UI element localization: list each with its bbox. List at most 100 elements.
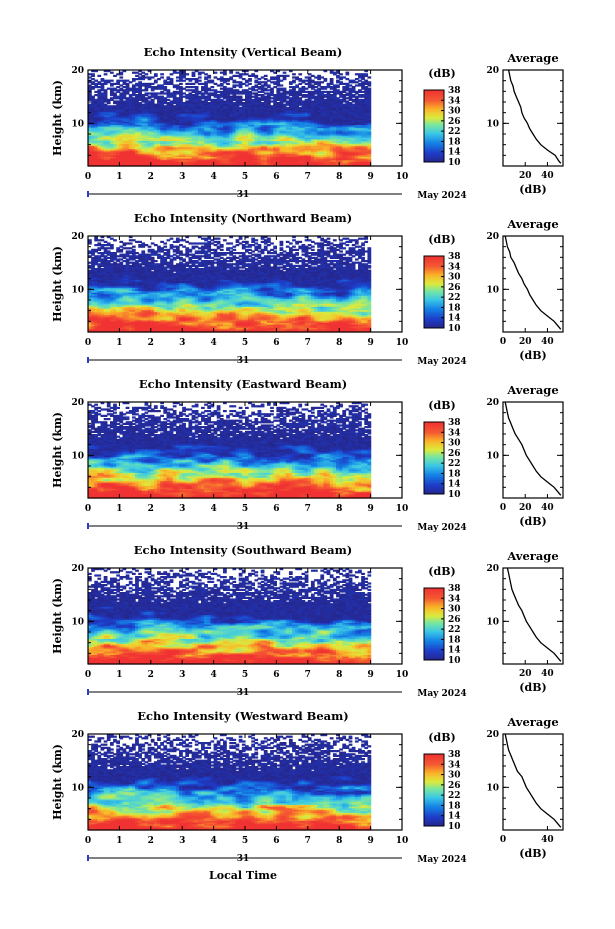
x-tick-label: 1 [116, 338, 122, 348]
average-x-tick-label: 0 [500, 337, 506, 347]
day-label: 31 [237, 688, 250, 698]
colorbar-tick-label: 14 [448, 812, 461, 822]
x-tick-label: 3 [179, 836, 185, 846]
y-tick-label: 20 [71, 66, 84, 76]
colorbar-tick-label: 22 [448, 625, 461, 635]
colorbar-tick-label: 10 [448, 158, 461, 168]
average-x-tick-label: 40 [541, 171, 554, 181]
average-x-tick-label: 20 [519, 503, 532, 513]
average-y-tick-label: 10 [486, 451, 499, 461]
x-tick-label: 5 [242, 836, 248, 846]
colorbar-tick-label: 30 [448, 605, 461, 615]
average-x-tick-label: 20 [519, 171, 532, 181]
x-tick-label: 7 [305, 504, 311, 514]
colorbar-tick-label: 30 [448, 107, 461, 117]
colorbar-tick-label: 26 [448, 117, 461, 127]
heatmap-cells [88, 70, 371, 167]
average-y-tick-label: 10 [486, 783, 499, 793]
x-tick-label: 5 [242, 504, 248, 514]
average-x-tick-label: 0 [500, 835, 506, 845]
colorbar-tick-label: 10 [448, 656, 461, 666]
average-profile-line [509, 70, 561, 163]
day-label: 31 [237, 522, 250, 532]
colorbar-tick-label: 30 [448, 273, 461, 283]
y-axis-label: Height (km) [51, 578, 64, 654]
average-title: Average [506, 549, 558, 563]
colorbar-tick-label: 14 [448, 148, 461, 158]
average-y-tick-label: 10 [486, 119, 499, 129]
x-tick-label: 10 [396, 836, 409, 846]
colorbar-tick-label: 26 [448, 449, 461, 459]
panel-2: Echo Intensity (Eastward Beam)0 1 2 3 4 5 6 7 8 9… [51, 377, 563, 533]
average-x-label: (dB) [519, 847, 546, 860]
x-tick-label: 6 [273, 172, 279, 182]
chart-title: Echo Intensity (Southward Beam) [134, 543, 352, 557]
y-tick-label: 20 [71, 398, 84, 408]
colorbar-unit: (dB) [428, 233, 455, 246]
x-tick-label: 9 [367, 836, 373, 846]
average-title: Average [506, 51, 558, 65]
colorbar-tick-label: 18 [448, 635, 461, 645]
colorbar-unit: (dB) [428, 399, 455, 412]
day-label: 31 [237, 854, 250, 864]
colorbar-tick-label: 30 [448, 771, 461, 781]
x-tick-label: 10 [396, 504, 409, 514]
x-tick-label: 6 [273, 670, 279, 680]
average-frame [503, 568, 563, 664]
y-tick-label: 10 [71, 285, 84, 295]
x-axis-label: Local Time [209, 869, 277, 882]
y-tick-label: 20 [71, 730, 84, 740]
month-label: May 2024 [417, 689, 466, 699]
panel-1: Echo Intensity (Northward Beam)0 1 2 3 4 5 6 7 8… [51, 211, 563, 367]
colorbar-unit: (dB) [428, 67, 455, 80]
average-profile-line [505, 734, 561, 827]
average-y-tick-label: 20 [486, 232, 499, 242]
x-tick-label: 8 [336, 670, 342, 680]
y-tick-label: 10 [71, 451, 84, 461]
average-frame [503, 402, 563, 498]
average-profile-line [505, 402, 561, 495]
colorbar-tick-label: 34 [448, 760, 461, 770]
x-tick-label: 4 [210, 338, 216, 348]
colorbar-tick-label: 18 [448, 137, 461, 147]
colorbar-unit: (dB) [428, 731, 455, 744]
average-x-label: (dB) [519, 681, 546, 694]
x-tick-label: 2 [148, 504, 154, 514]
colorbar-tick-label: 38 [448, 584, 461, 594]
average-x-label: (dB) [519, 349, 546, 362]
x-tick-label: 8 [336, 338, 342, 348]
average-y-tick-label: 10 [486, 285, 499, 295]
colorbar-tick-label: 18 [448, 303, 461, 313]
heatmap-cells [88, 734, 371, 831]
colorbar-tick-label: 38 [448, 750, 461, 760]
panel-0: Echo Intensity (Vertical Beam)0 1 2 3 4 5 6 7 8 9… [51, 45, 563, 201]
colorbar-tick-label: 38 [448, 252, 461, 262]
heatmap-cells [88, 568, 371, 665]
x-tick-label: 8 [336, 836, 342, 846]
chart-title: Echo Intensity (Eastward Beam) [139, 377, 347, 391]
chart-title: Echo Intensity (Westward Beam) [137, 709, 348, 723]
colorbar-tick-label: 14 [448, 480, 461, 490]
x-tick-label: 8 [336, 504, 342, 514]
x-tick-label: 8 [336, 172, 342, 182]
panel-4: Echo Intensity (Westward Beam)0 1 2 3 4 5 6 7 8 9… [51, 709, 563, 865]
x-tick-label: 4 [210, 504, 216, 514]
colorbar-tick-label: 34 [448, 428, 461, 438]
colorbar-tick-label: 26 [448, 283, 461, 293]
colorbar-tick-label: 38 [448, 86, 461, 96]
average-title: Average [506, 217, 558, 231]
x-tick-label: 4 [210, 670, 216, 680]
heatmap-cells [88, 236, 371, 333]
x-tick-label: 9 [367, 504, 373, 514]
y-axis-label: Height (km) [51, 80, 64, 156]
colorbar-tick-label: 34 [448, 96, 461, 106]
average-y-tick-label: 20 [486, 730, 499, 740]
average-x-tick-label: 40 [541, 835, 554, 845]
x-tick-label: 5 [242, 670, 248, 680]
month-label: May 2024 [417, 191, 466, 201]
y-tick-label: 10 [71, 783, 84, 793]
average-title: Average [506, 715, 558, 729]
x-tick-label: 3 [179, 338, 185, 348]
x-tick-label: 3 [179, 172, 185, 182]
